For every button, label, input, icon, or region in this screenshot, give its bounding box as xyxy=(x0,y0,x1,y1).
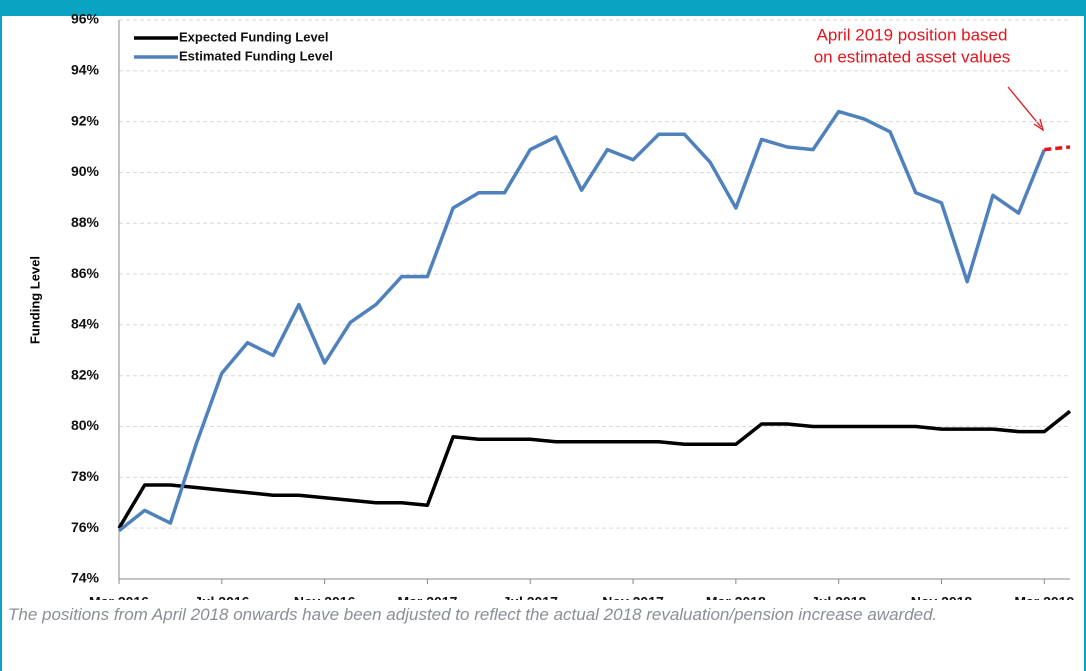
series-line xyxy=(117,109,1046,533)
annotation: on estimated asset values xyxy=(814,47,1011,66)
x-tick-label: Jul 2017 xyxy=(503,594,558,600)
annotation-arrow xyxy=(1007,86,1042,128)
x-tick-label: Mar 2017 xyxy=(397,594,457,600)
legend-label: Expected Funding Level xyxy=(179,29,329,44)
arrow-head xyxy=(1033,118,1045,132)
x-tick-label: Mar 2019 xyxy=(1014,594,1074,600)
y-tick-label: 90% xyxy=(71,163,100,179)
y-tick-label: 78% xyxy=(71,468,100,484)
y-tick-label: 80% xyxy=(71,417,100,433)
x-tick-label: Jul 2018 xyxy=(811,594,866,600)
annotation: April 2019 position based xyxy=(817,25,1008,44)
legend-label: Estimated Funding Level xyxy=(179,48,333,63)
y-tick-label: 96% xyxy=(71,11,100,27)
x-tick-label: Jul 2016 xyxy=(194,594,249,600)
y-tick-label: 88% xyxy=(71,214,100,230)
x-tick-label: Mar 2018 xyxy=(706,594,766,600)
y-tick-label: 84% xyxy=(71,316,100,332)
series-line xyxy=(1044,145,1071,152)
y-tick-label: 94% xyxy=(71,62,100,78)
caption: The positions from April 2018 onwards ha… xyxy=(8,605,938,624)
top-bar xyxy=(2,0,1084,16)
y-tick-label: 74% xyxy=(71,570,100,586)
x-tick-label: Mar 2016 xyxy=(89,594,149,600)
x-tick-label: Nov 2017 xyxy=(602,594,664,600)
y-tick-label: 86% xyxy=(71,265,100,281)
y-tick-label: 76% xyxy=(71,519,100,535)
x-tick-label: Nov 2018 xyxy=(911,594,973,600)
y-tick-label: 92% xyxy=(71,112,100,128)
y-tick-label: 82% xyxy=(71,366,100,382)
x-tick-label: Nov 2016 xyxy=(294,594,356,600)
chart: Funding Level April 2019 position based … xyxy=(2,0,1084,610)
series-line xyxy=(117,409,1072,530)
y-axis-label: Funding Level xyxy=(27,256,42,344)
